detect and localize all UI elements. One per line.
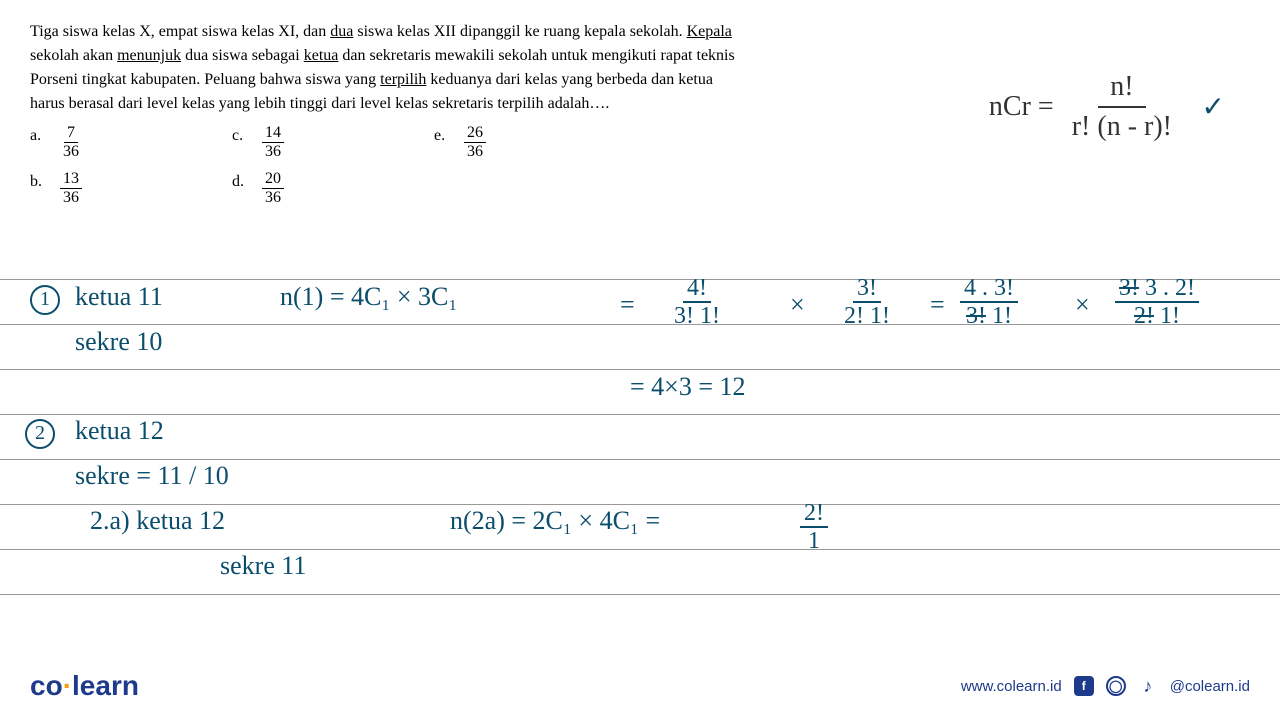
option-label: e. — [434, 124, 452, 148]
footer-url: www.colearn.id — [961, 678, 1062, 695]
fraction: 7 36 — [60, 124, 82, 160]
formula-den: r! (n - r)! — [1060, 108, 1184, 144]
q-underline: menunjuk — [117, 47, 181, 64]
hw-num: 3! — [853, 275, 881, 303]
frac-num: 7 — [64, 124, 78, 143]
hw-times: × — [790, 290, 805, 320]
formula-num: n! — [1098, 70, 1145, 108]
q-underline: Kepala — [687, 23, 732, 40]
hw-den: 2! 1! — [1130, 303, 1184, 329]
footer: co·learn www.colearn.id f ◯ ♪ @colearn.i… — [0, 670, 1280, 702]
footer-handle: @colearn.id — [1170, 678, 1250, 695]
instagram-icon: ◯ — [1106, 676, 1126, 696]
logo-co: co — [30, 670, 63, 701]
frac-num: 14 — [262, 124, 284, 143]
frac-num: 13 — [60, 170, 82, 189]
hw-num: 4! — [683, 275, 711, 303]
hw-num: 3! 3 . 2! — [1115, 275, 1199, 303]
logo-dot: · — [63, 670, 72, 701]
question-text: Tiga siswa kelas X, empat siswa kelas XI… — [30, 20, 750, 116]
option-a: a. 7 36 — [30, 124, 82, 160]
frac-den: 36 — [60, 189, 82, 207]
colearn-logo: co·learn — [30, 670, 139, 702]
hw-sekre-11-10: sekre = 11 / 10 — [75, 461, 229, 491]
q-underline: dua — [330, 23, 353, 40]
hw-result-12: = 4×3 = 12 — [630, 372, 746, 402]
hw-ketua-11: ketua 11 — [75, 282, 163, 312]
q-part: siswa kelas XII dipanggil ke ruang kepal… — [353, 23, 686, 40]
fraction: 20 36 — [262, 170, 284, 206]
hw-den: 1 — [804, 528, 824, 554]
footer-right: www.colearn.id f ◯ ♪ @colearn.id — [961, 676, 1250, 696]
circled-number: 2 — [25, 419, 55, 449]
q-part: sekolah akan — [30, 47, 117, 64]
hw-line1-num: 1 — [30, 282, 60, 315]
hw-frac3: 4 . 3! 3! 1! — [960, 275, 1018, 330]
q-part: Tiga siswa kelas X, empat siswa kelas XI… — [30, 23, 330, 40]
hw-ketua-12: ketua 12 — [75, 416, 164, 446]
frac-den: 36 — [262, 143, 284, 161]
hw-den: 2! 1! — [840, 303, 894, 329]
option-label: c. — [232, 124, 250, 148]
option-col-2: c. 14 36 d. 20 36 — [232, 124, 284, 206]
combination-formula: nCr = n! r! (n - r)! — [989, 70, 1190, 143]
option-e: e. 26 36 — [434, 124, 486, 160]
option-label: d. — [232, 170, 250, 194]
logo-learn: learn — [72, 670, 139, 701]
option-c: c. 14 36 — [232, 124, 284, 160]
hw-num: 2! — [800, 500, 828, 528]
check-icon: ✓ — [1202, 90, 1225, 124]
hw-sekre-10: sekre 10 — [75, 327, 162, 357]
hw-equals: = — [620, 290, 635, 320]
fraction: 26 36 — [464, 124, 486, 160]
hw-den: 3! 1! — [670, 303, 724, 329]
hw-equals: = — [930, 290, 945, 320]
hw-sekre-11: sekre 11 — [220, 551, 306, 581]
option-label: b. — [30, 170, 48, 194]
hw-2a-ketua: 2.a) ketua 12 — [90, 506, 225, 536]
q-part: dua siswa sebagai — [181, 47, 304, 64]
frac-den: 36 — [464, 143, 486, 161]
hw-num: 4 . 3! — [960, 275, 1018, 303]
option-label: a. — [30, 124, 48, 148]
circled-number: 1 — [30, 285, 60, 315]
hw-line4-num: 2 — [25, 416, 55, 449]
frac-num: 26 — [464, 124, 486, 143]
hw-times: × — [1075, 290, 1090, 320]
hw-frac4: 3! 3 . 2! 2! 1! — [1115, 275, 1199, 330]
option-b: b. 13 36 — [30, 170, 82, 206]
frac-num: 20 — [262, 170, 284, 189]
frac-den: 36 — [262, 189, 284, 207]
formula-left: nCr = — [989, 91, 1054, 123]
frac-den: 36 — [60, 143, 82, 161]
q-underline: terpilih — [380, 71, 426, 88]
hw-n2a: n(2a) = 2C₁ × 4C₁ = — [450, 506, 660, 536]
hw-n1-eq: n(1) = 4C₁ × 3C₁ — [280, 282, 457, 312]
tiktok-icon: ♪ — [1138, 676, 1158, 696]
formula-fraction: n! r! (n - r)! — [1060, 70, 1184, 143]
hw-frac2: 3! 2! 1! — [840, 275, 894, 330]
hw-den: 3! 1! — [962, 303, 1016, 329]
facebook-icon: f — [1074, 676, 1094, 696]
option-d: d. 20 36 — [232, 170, 284, 206]
q-underline: ketua — [304, 47, 339, 64]
fraction: 14 36 — [262, 124, 284, 160]
fraction: 13 36 — [60, 170, 82, 206]
option-col-3: e. 26 36 — [434, 124, 486, 206]
hw-frac-2a: 2! 1 — [800, 500, 828, 555]
hw-frac1: 4! 3! 1! — [670, 275, 724, 330]
option-col-1: a. 7 36 b. 13 36 — [30, 124, 82, 206]
